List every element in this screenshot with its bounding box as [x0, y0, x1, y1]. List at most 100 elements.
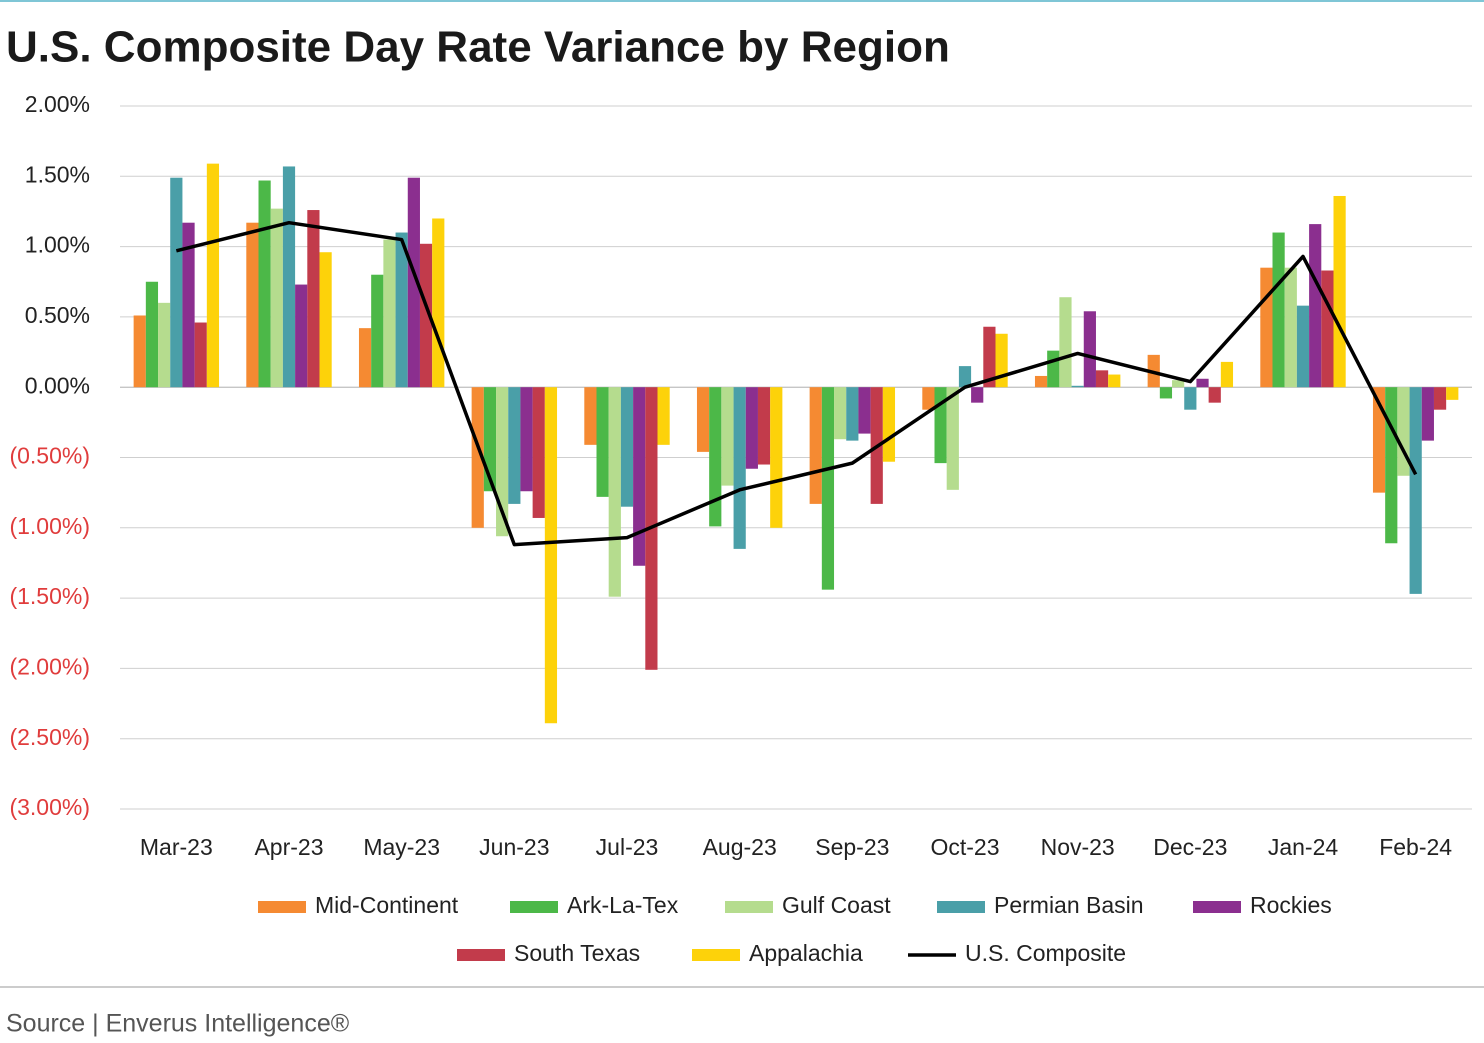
bar — [1409, 387, 1422, 594]
y-tick-label: (1.50%) — [9, 583, 90, 609]
bar — [158, 302, 171, 388]
bar — [596, 387, 609, 497]
bar — [133, 315, 146, 388]
bar — [170, 177, 183, 388]
bar — [319, 252, 332, 388]
source: Source | Enverus Intelligence® — [6, 1010, 350, 1038]
legend-swatch — [725, 901, 773, 913]
y-tick-label: 1.50% — [25, 161, 90, 187]
bar — [258, 180, 271, 388]
bar — [383, 239, 396, 388]
bar — [770, 387, 783, 528]
bar — [1421, 387, 1434, 441]
legend-swatch — [1193, 901, 1241, 913]
bar — [1034, 375, 1048, 388]
bar — [922, 387, 935, 410]
bar — [194, 322, 207, 388]
legend-label: Permian Basin — [994, 892, 1144, 918]
bar — [483, 387, 497, 492]
bar — [934, 387, 947, 464]
bar — [1446, 387, 1459, 400]
chart-title: U.S. Composite Day Rate Variance by Regi… — [6, 23, 950, 72]
bar — [1372, 387, 1386, 493]
bar — [182, 222, 195, 388]
bar — [1095, 370, 1109, 388]
bar — [733, 387, 746, 549]
legend-label: Rockies — [1250, 892, 1332, 918]
bar — [757, 387, 771, 465]
bar — [709, 387, 722, 527]
bar — [395, 232, 408, 388]
bar — [1296, 305, 1310, 388]
x-tick-label: Apr-23 — [254, 834, 323, 860]
legend-swatch — [937, 901, 985, 913]
y-tick-label: 2.00% — [25, 91, 90, 117]
bar — [1159, 387, 1173, 399]
bar — [1071, 385, 1084, 388]
x-tick-label: Jun-23 — [479, 834, 549, 860]
bar — [1196, 378, 1209, 388]
y-tick-label: (2.00%) — [9, 653, 90, 679]
bar — [1108, 374, 1121, 388]
bar — [544, 387, 558, 724]
bar — [1059, 297, 1072, 388]
bar — [946, 387, 959, 490]
x-tick-label: May-23 — [363, 834, 440, 860]
bar — [721, 387, 734, 486]
bar — [145, 281, 159, 388]
line — [175, 220, 1418, 547]
legend-label: South Texas — [514, 940, 640, 966]
bar — [657, 387, 670, 445]
legend-swatch — [510, 901, 558, 913]
bar — [696, 387, 710, 452]
bar — [206, 163, 220, 388]
bar — [983, 326, 996, 388]
bar — [282, 166, 296, 388]
y-tick-label: 0.00% — [25, 372, 90, 398]
x-tick-label: Mar-23 — [140, 834, 213, 860]
bar — [1047, 350, 1060, 388]
y-tick-label: (3.00%) — [9, 794, 90, 820]
bar — [608, 387, 621, 597]
bar — [809, 387, 822, 504]
legend-label: Ark-La-Tex — [567, 892, 679, 918]
bar — [584, 387, 597, 445]
x-tick-label: Aug-23 — [703, 834, 777, 860]
legend-label: Appalachia — [749, 940, 863, 966]
bar — [270, 208, 283, 388]
bar — [1172, 380, 1185, 388]
bar — [520, 387, 533, 492]
bar — [1184, 387, 1197, 410]
bar — [858, 387, 871, 434]
bar — [745, 387, 758, 469]
bar — [1272, 232, 1285, 388]
bar — [307, 210, 320, 388]
legend-swatch — [457, 949, 505, 961]
x-tick-label: Nov-23 — [1041, 834, 1115, 860]
bar — [1385, 387, 1398, 544]
bar — [1333, 195, 1346, 388]
bar — [371, 274, 384, 388]
x-tick-label: Jan-24 — [1268, 834, 1339, 860]
bar — [432, 218, 445, 388]
bar — [1083, 311, 1096, 388]
bar — [246, 222, 259, 388]
bar — [633, 387, 646, 566]
bar — [407, 177, 420, 388]
bar — [1208, 387, 1221, 403]
bar — [471, 387, 484, 528]
x-tick-label: Sep-23 — [815, 834, 889, 860]
bar — [1260, 267, 1273, 388]
bar — [1321, 270, 1334, 388]
bar — [295, 284, 308, 388]
legend-swatch — [692, 949, 740, 961]
legend-label: Mid-Continent — [315, 892, 459, 918]
bar — [508, 387, 521, 504]
x-tick-label: Oct-23 — [930, 834, 999, 860]
legend-swatch — [258, 901, 306, 913]
y-tick-label: (0.50%) — [9, 443, 90, 469]
y-tick-label: 1.00% — [25, 232, 90, 258]
bar — [882, 387, 896, 462]
bar — [419, 243, 433, 388]
